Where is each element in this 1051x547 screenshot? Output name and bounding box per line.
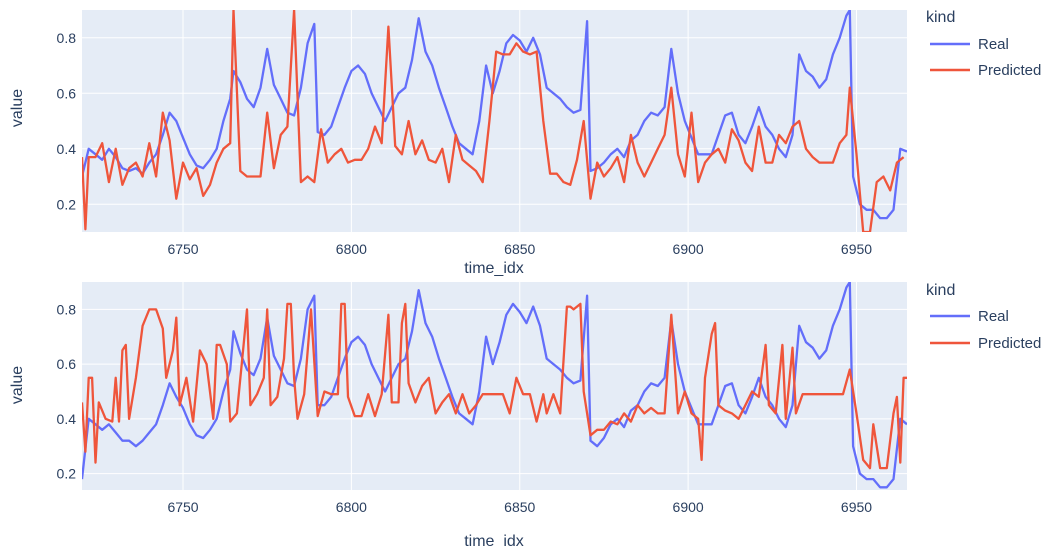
legend-title-bottom: kind [926,282,955,299]
x-axis-title-bottom: time_idx [464,533,524,547]
x-tick-label: 6950 [841,241,872,257]
series-line-real [82,10,907,220]
y-tick-label: 0.6 [57,356,77,372]
x-tick-label: 6800 [336,241,367,257]
bottom-subplot: 6750 6800 6850 6900 6950 0.2 0.4 0.6 0.8 time_i… [9,282,907,547]
x-tick-label: 6750 [167,241,198,257]
legend-title-top: kind [926,9,955,26]
series-line-predicted [82,302,907,470]
y-axis-title-top: value [9,89,26,127]
x-tick-labels-top: 6750 6800 6850 6900 6950 [167,241,872,257]
x-tick-label: 6900 [673,499,704,515]
legend-bottom: kind Real Predicted [926,282,1041,352]
series-line-predicted [82,10,905,232]
plot-area-bottom [82,282,907,490]
y-tick-label: 0.2 [57,466,77,482]
legend-label-predicted-top[interactable]: Predicted [978,62,1041,79]
y-tick-label: 0.4 [57,141,77,157]
y-tick-label: 0.2 [57,196,77,212]
x-tick-label: 6850 [504,241,535,257]
x-tick-label: 6900 [673,241,704,257]
legend-label-predicted-bottom[interactable]: Predicted [978,335,1041,352]
y-tick-label: 0.8 [57,30,77,46]
x-tick-label: 6800 [336,499,367,515]
y-axis-title-bottom: value [9,366,26,404]
legend-label-real-bottom[interactable]: Real [978,308,1009,325]
y-tick-labels-bottom: 0.2 0.4 0.6 0.8 [57,301,77,481]
x-tick-label: 6950 [841,499,872,515]
x-tick-labels-bottom: 6750 6800 6850 6900 6950 [167,499,872,515]
series-lines-top [82,10,907,232]
x-tick-label: 6750 [167,499,198,515]
legend-label-real-top[interactable]: Real [978,36,1009,53]
y-tick-label: 0.6 [57,85,77,101]
top-subplot: 6750 6800 6850 6900 6950 0.2 0.4 0.6 0.8 time_i… [9,10,907,277]
y-tick-labels-top: 0.2 0.4 0.6 0.8 [57,30,77,213]
series-line-real [82,282,907,489]
x-axis-title-top: time_idx [464,260,524,277]
plot-area-top [82,10,907,232]
y-tick-label: 0.4 [57,411,77,427]
series-lines-bottom [82,282,907,489]
y-tick-label: 0.8 [57,301,77,317]
legend-top: kind Real Predicted [926,9,1041,79]
x-tick-label: 6850 [504,499,535,515]
